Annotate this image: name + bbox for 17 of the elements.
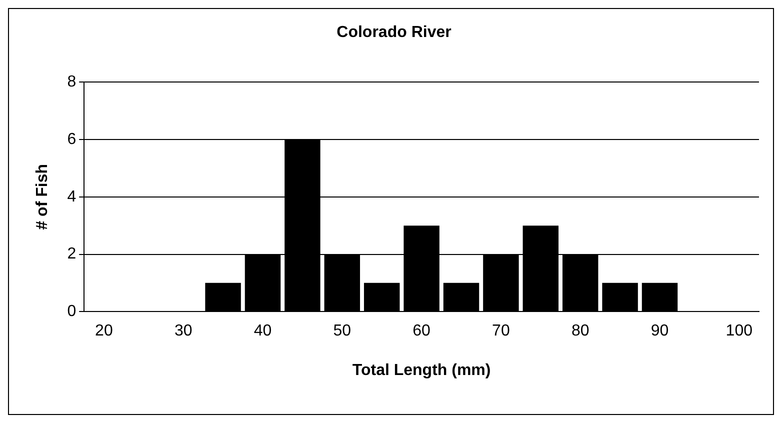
x-tick-label: 20 bbox=[95, 322, 113, 340]
x-axis-title: Total Length (mm) bbox=[352, 362, 491, 379]
y-tick-label: 6 bbox=[67, 130, 76, 148]
y-tick-label: 2 bbox=[67, 246, 76, 263]
x-tick-label: 70 bbox=[492, 322, 510, 340]
x-tick-label: 90 bbox=[650, 322, 669, 340]
x-tick-label: 30 bbox=[174, 322, 192, 340]
y-tick-label: 4 bbox=[67, 188, 76, 206]
chart-title: Colorado River bbox=[336, 24, 452, 42]
x-tick-label: 40 bbox=[254, 322, 272, 340]
x-tick-label: 100 bbox=[726, 322, 753, 340]
x-tick-label: 50 bbox=[333, 322, 352, 340]
y-tick-label: 8 bbox=[67, 74, 76, 91]
x-tick-label: 60 bbox=[412, 322, 431, 340]
x-tick-label: 80 bbox=[571, 322, 590, 340]
y-axis-title: # of Fish bbox=[34, 164, 52, 230]
y-tick-label: 0 bbox=[67, 303, 76, 320]
